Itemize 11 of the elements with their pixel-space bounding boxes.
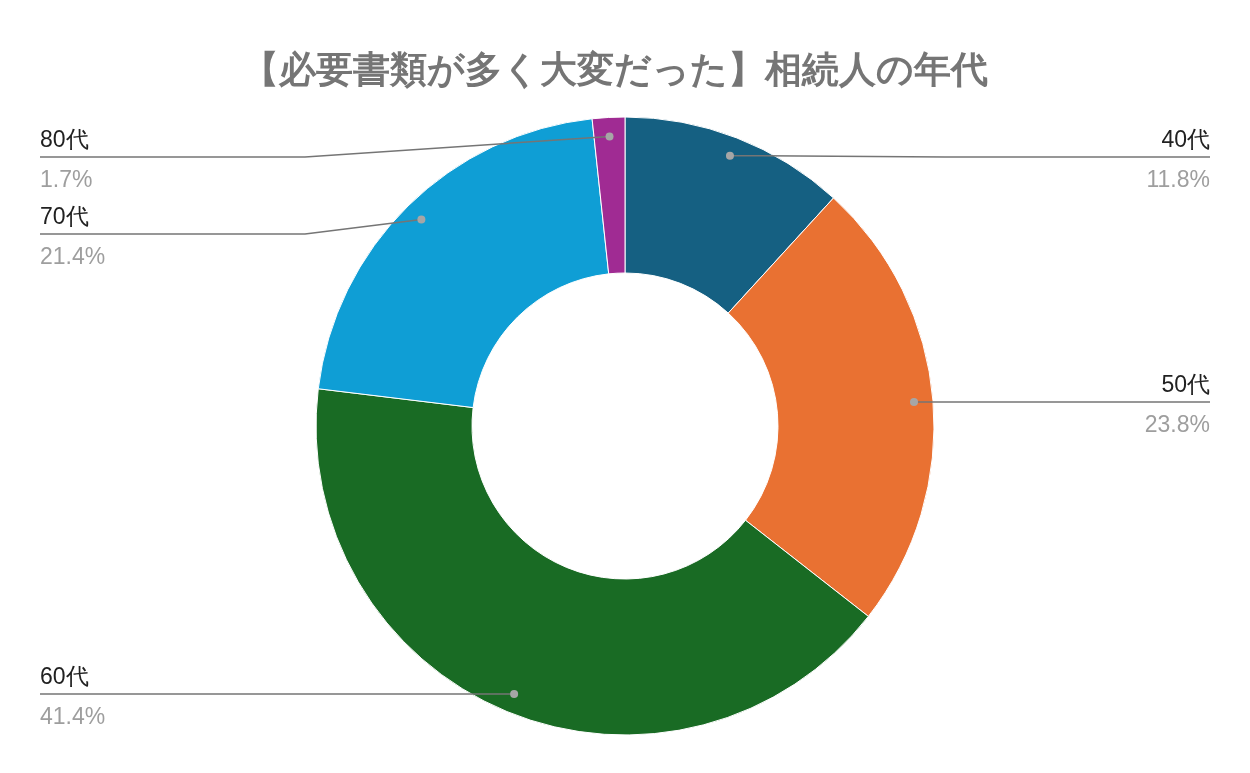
title: 【必要書類が多く大変だった】相続人の年代 bbox=[242, 49, 988, 90]
slice-label: 50代 bbox=[1161, 370, 1210, 397]
data-label: 21.4% bbox=[40, 243, 106, 269]
slice-label: 40代 bbox=[1161, 126, 1210, 152]
slice-label: 60代 bbox=[40, 662, 89, 689]
data-label: 11.8% bbox=[1146, 166, 1210, 192]
data-label: 23.8% bbox=[1144, 410, 1210, 437]
data-label: 41.4% bbox=[40, 702, 106, 729]
data-label: 1.7% bbox=[40, 166, 93, 192]
slice-label: 80代 bbox=[40, 126, 89, 152]
slice-label: 70代 bbox=[40, 203, 89, 229]
